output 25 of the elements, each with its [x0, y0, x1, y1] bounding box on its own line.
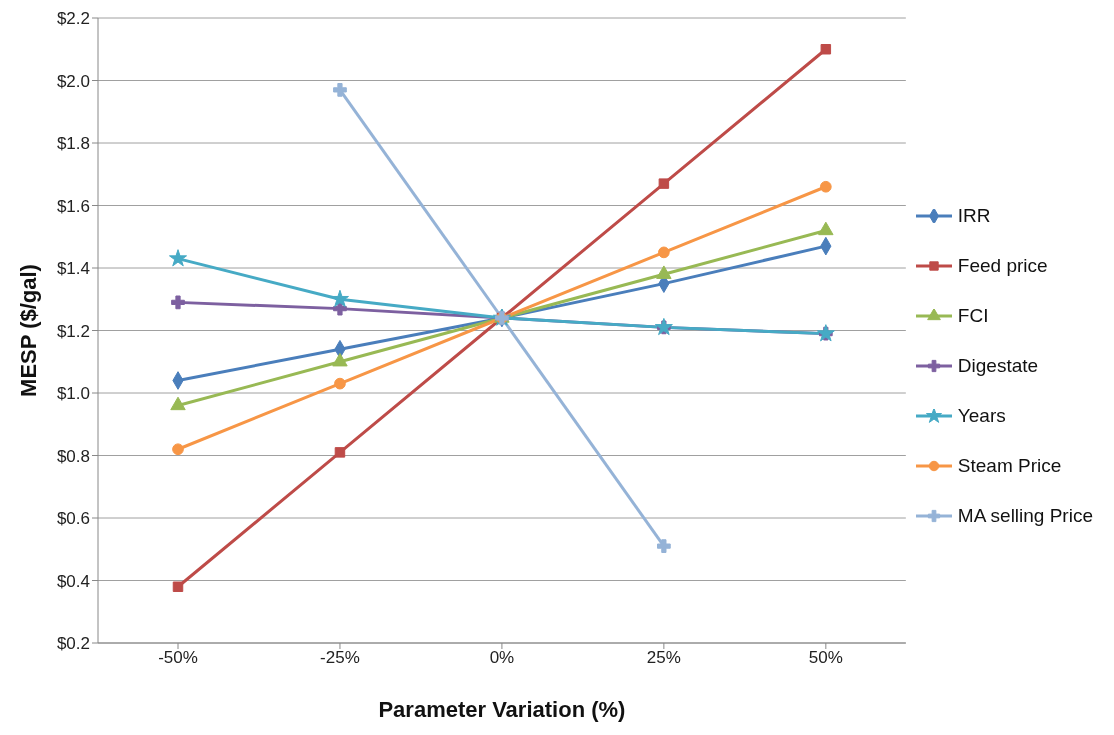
legend-label: MA selling Price [957, 504, 1093, 527]
y-tick-label: $1.2 [56, 321, 90, 341]
legend-label: Feed price [957, 254, 1048, 277]
legend-label: IRR [957, 204, 991, 227]
y-tick-label: $1.0 [56, 384, 90, 404]
legend-label: Digestate [957, 354, 1039, 377]
legend-label: Years [957, 404, 1006, 427]
x-tick-label: -25% [320, 648, 360, 668]
x-axis-title: Parameter Variation (%) [378, 696, 626, 722]
y-tick-label: $0.2 [56, 634, 90, 654]
x-tick-label: 0% [489, 648, 515, 668]
y-tick-label: $1.8 [56, 134, 90, 154]
y-axis-title: MESP ($/gal) [15, 264, 41, 397]
x-tick-label: 50% [808, 648, 843, 668]
legend-label: Steam Price [957, 454, 1062, 477]
y-tick-label: $0.8 [56, 446, 90, 466]
y-tick-label: $2.0 [56, 71, 90, 91]
y-tick-label: $1.4 [56, 259, 90, 279]
y-tick-label: $0.6 [56, 509, 90, 529]
y-tick-label: $0.4 [56, 571, 90, 591]
y-tick-label: $1.6 [56, 196, 90, 216]
legend-label: FCI [957, 304, 989, 327]
x-tick-label: -50% [158, 648, 198, 668]
y-tick-label: $2.2 [56, 9, 90, 29]
x-tick-label: 25% [646, 648, 681, 668]
